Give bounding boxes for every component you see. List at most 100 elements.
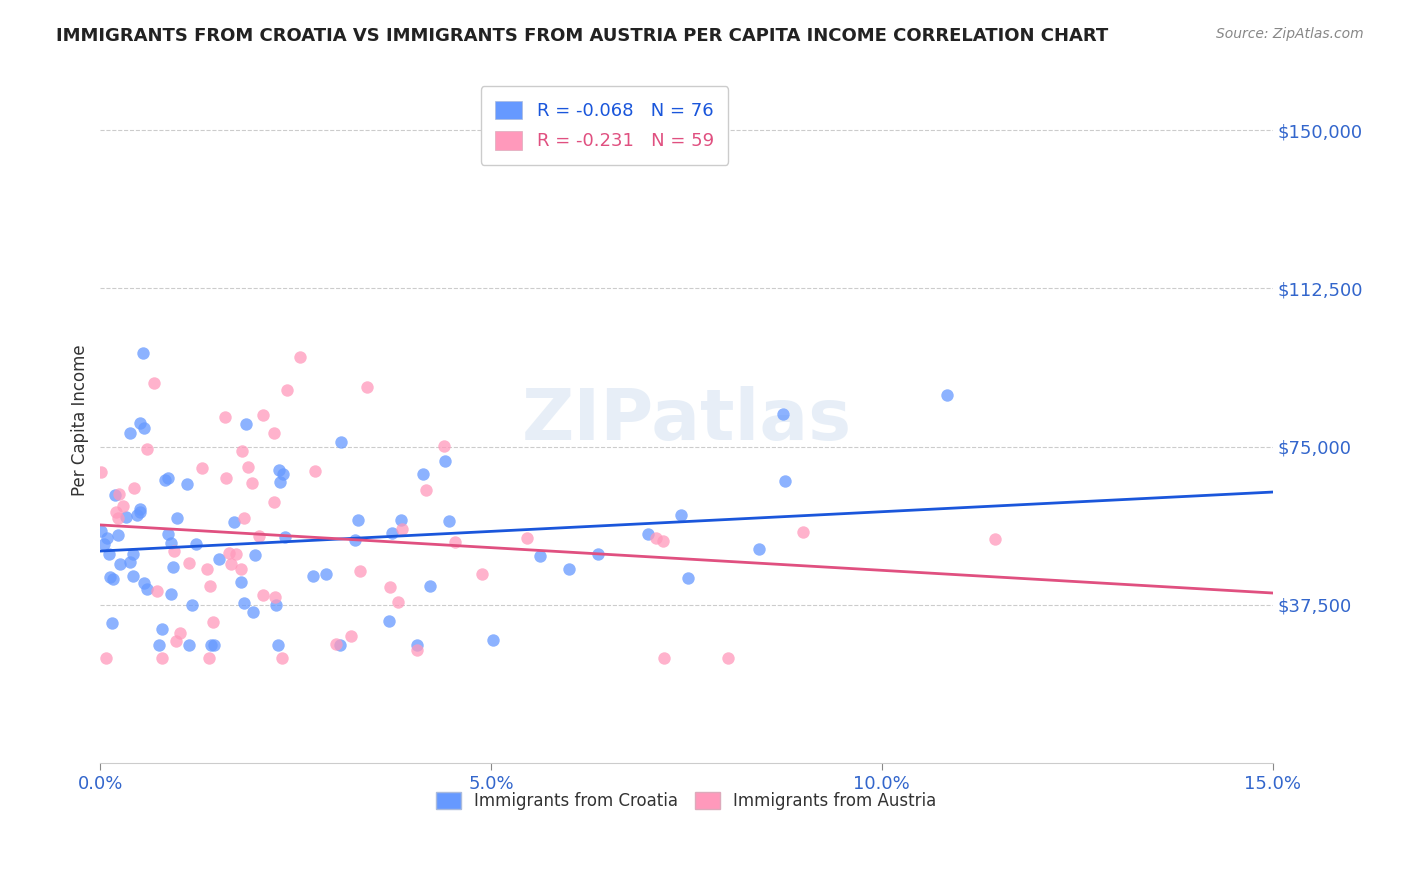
Point — [263, 495, 285, 509]
Point — [288, 350, 311, 364]
Point — [381, 526, 404, 541]
Point — [412, 467, 434, 481]
Point — [101, 615, 124, 630]
Point — [219, 557, 242, 571]
Point — [349, 564, 371, 578]
Point — [162, 559, 184, 574]
Point — [148, 638, 170, 652]
Point — [103, 572, 125, 586]
Point — [274, 530, 297, 544]
Point — [156, 471, 179, 485]
Point — [215, 471, 238, 485]
Point — [243, 548, 266, 562]
Point — [198, 650, 221, 665]
Point — [114, 510, 136, 524]
Point — [419, 579, 441, 593]
Point — [516, 532, 538, 546]
Point — [107, 510, 129, 524]
Point — [415, 483, 437, 497]
Point — [717, 650, 740, 665]
Text: ZIPatlas: ZIPatlas — [522, 385, 852, 455]
Point — [177, 556, 200, 570]
Point — [165, 633, 187, 648]
Point — [651, 533, 673, 548]
Text: IMMIGRANTS FROM CROATIA VS IMMIGRANTS FROM AUSTRIA PER CAPITA INCOME CORRELATION: IMMIGRANTS FROM CROATIA VS IMMIGRANTS FR… — [56, 27, 1108, 45]
Point — [439, 514, 461, 528]
Point — [132, 346, 155, 360]
Point — [356, 380, 378, 394]
Point — [644, 531, 666, 545]
Point — [208, 551, 231, 566]
Point — [231, 444, 253, 458]
Point — [112, 499, 135, 513]
Point — [231, 562, 253, 576]
Point — [104, 488, 127, 502]
Y-axis label: Per Capita Income: Per Capita Income — [72, 344, 89, 496]
Point — [984, 532, 1007, 546]
Point — [156, 526, 179, 541]
Point — [267, 638, 290, 652]
Point — [200, 638, 222, 652]
Point — [387, 595, 409, 609]
Point — [529, 549, 551, 563]
Point — [145, 583, 167, 598]
Point — [748, 541, 770, 556]
Point — [391, 522, 413, 536]
Point — [378, 580, 401, 594]
Point — [233, 511, 256, 525]
Point — [150, 622, 173, 636]
Point — [179, 638, 201, 652]
Point — [637, 526, 659, 541]
Point — [432, 439, 454, 453]
Point — [98, 570, 121, 584]
Point — [225, 547, 247, 561]
Point — [108, 487, 131, 501]
Point — [166, 511, 188, 525]
Point — [252, 408, 274, 422]
Point — [242, 605, 264, 619]
Point — [936, 388, 959, 402]
Point — [132, 421, 155, 435]
Point — [340, 629, 363, 643]
Point — [98, 547, 121, 561]
Point — [242, 476, 264, 491]
Point — [315, 567, 337, 582]
Point — [122, 547, 145, 561]
Point — [444, 534, 467, 549]
Point — [346, 514, 368, 528]
Point — [118, 555, 141, 569]
Point — [389, 513, 412, 527]
Point — [198, 579, 221, 593]
Point — [195, 561, 218, 575]
Point — [122, 569, 145, 583]
Point — [276, 383, 298, 397]
Point — [136, 442, 159, 457]
Point — [263, 591, 285, 605]
Point — [129, 416, 152, 430]
Point — [329, 435, 352, 450]
Point — [671, 508, 693, 523]
Point — [110, 557, 132, 571]
Point — [107, 527, 129, 541]
Point — [136, 582, 159, 596]
Point — [90, 524, 112, 538]
Point — [160, 536, 183, 550]
Point — [406, 638, 429, 652]
Point — [90, 465, 112, 479]
Point — [222, 516, 245, 530]
Point — [482, 632, 505, 647]
Point — [558, 562, 581, 576]
Point — [792, 525, 814, 540]
Point — [176, 477, 198, 491]
Point — [406, 643, 429, 657]
Point — [264, 598, 287, 612]
Point — [169, 626, 191, 640]
Point — [252, 588, 274, 602]
Point — [201, 615, 224, 629]
Point — [143, 376, 166, 391]
Point — [329, 638, 352, 652]
Point — [235, 417, 257, 431]
Point — [588, 547, 610, 561]
Point — [122, 481, 145, 495]
Point — [162, 544, 184, 558]
